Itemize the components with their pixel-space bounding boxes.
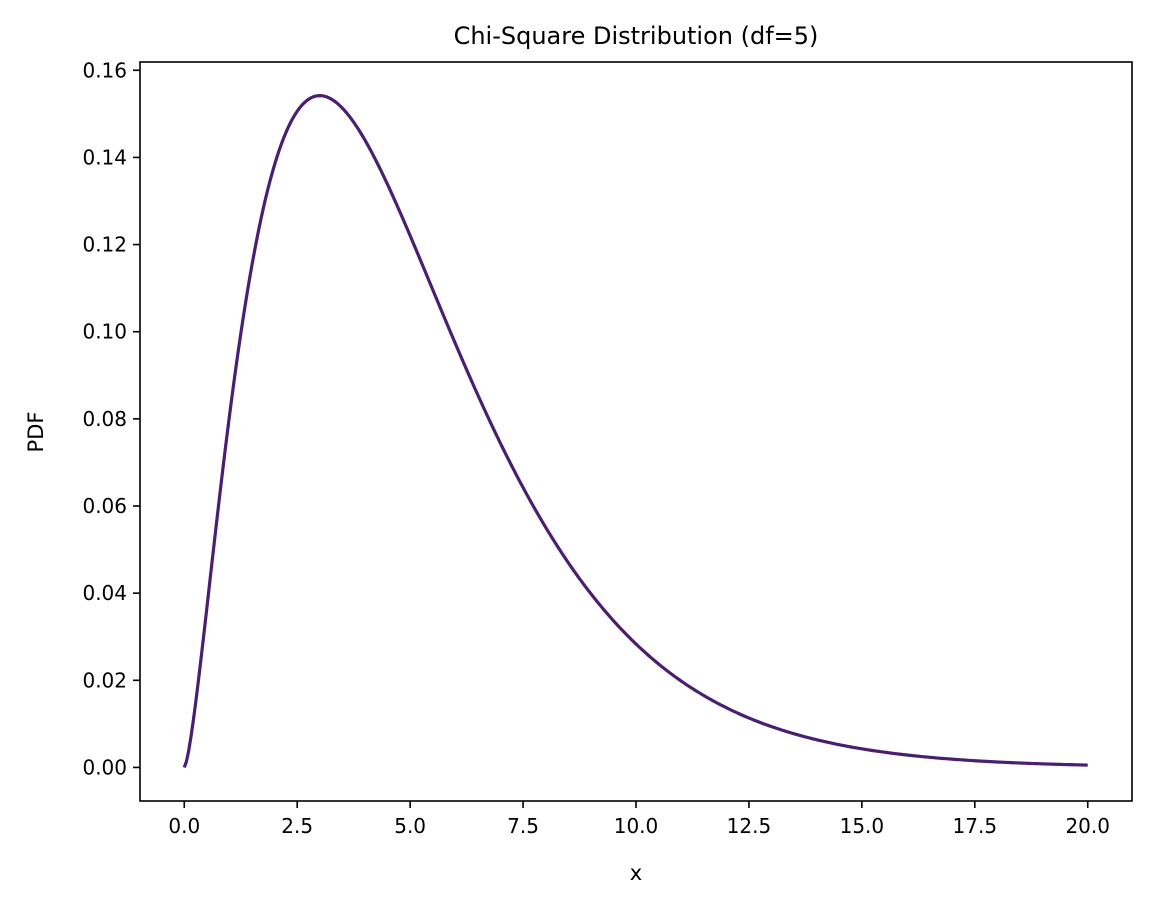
x-tick-label: 17.5 (953, 814, 998, 838)
y-tick-label: 0.12 (82, 233, 127, 257)
y-tick-label: 0.00 (82, 755, 127, 779)
x-tick-label: 10.0 (614, 814, 659, 838)
chart-title: Chi-Square Distribution (df=5) (454, 22, 819, 50)
x-tick-label: 5.0 (394, 814, 426, 838)
series-line (182, 94, 1088, 768)
y-tick-label: 0.10 (82, 320, 127, 344)
y-tick-label: 0.14 (82, 145, 127, 169)
x-tick-label: 15.0 (840, 814, 885, 838)
x-tick-label: 12.5 (727, 814, 772, 838)
y-tick-label: 0.02 (82, 668, 127, 692)
y-axis: 0.00 0.02 0.04 0.06 0.08 0.10 0.12 0.14 0.16 (82, 58, 140, 779)
y-tick-label: 0.16 (82, 58, 127, 82)
x-axis-label: x (630, 861, 642, 885)
y-axis-label: PDF (24, 412, 48, 453)
x-axis: 0.0 2.5 5.0 7.5 10.0 12.5 15.0 17.5 20.0 (168, 801, 1110, 838)
x-tick-label: 7.5 (507, 814, 539, 838)
x-tick-label: 2.5 (281, 814, 313, 838)
y-tick-label: 0.06 (82, 494, 127, 518)
y-tick-label: 0.08 (82, 407, 127, 431)
x-tick-label: 20.0 (1065, 814, 1110, 838)
x-tick-label: 0.0 (168, 814, 200, 838)
y-tick-label: 0.04 (82, 581, 127, 605)
